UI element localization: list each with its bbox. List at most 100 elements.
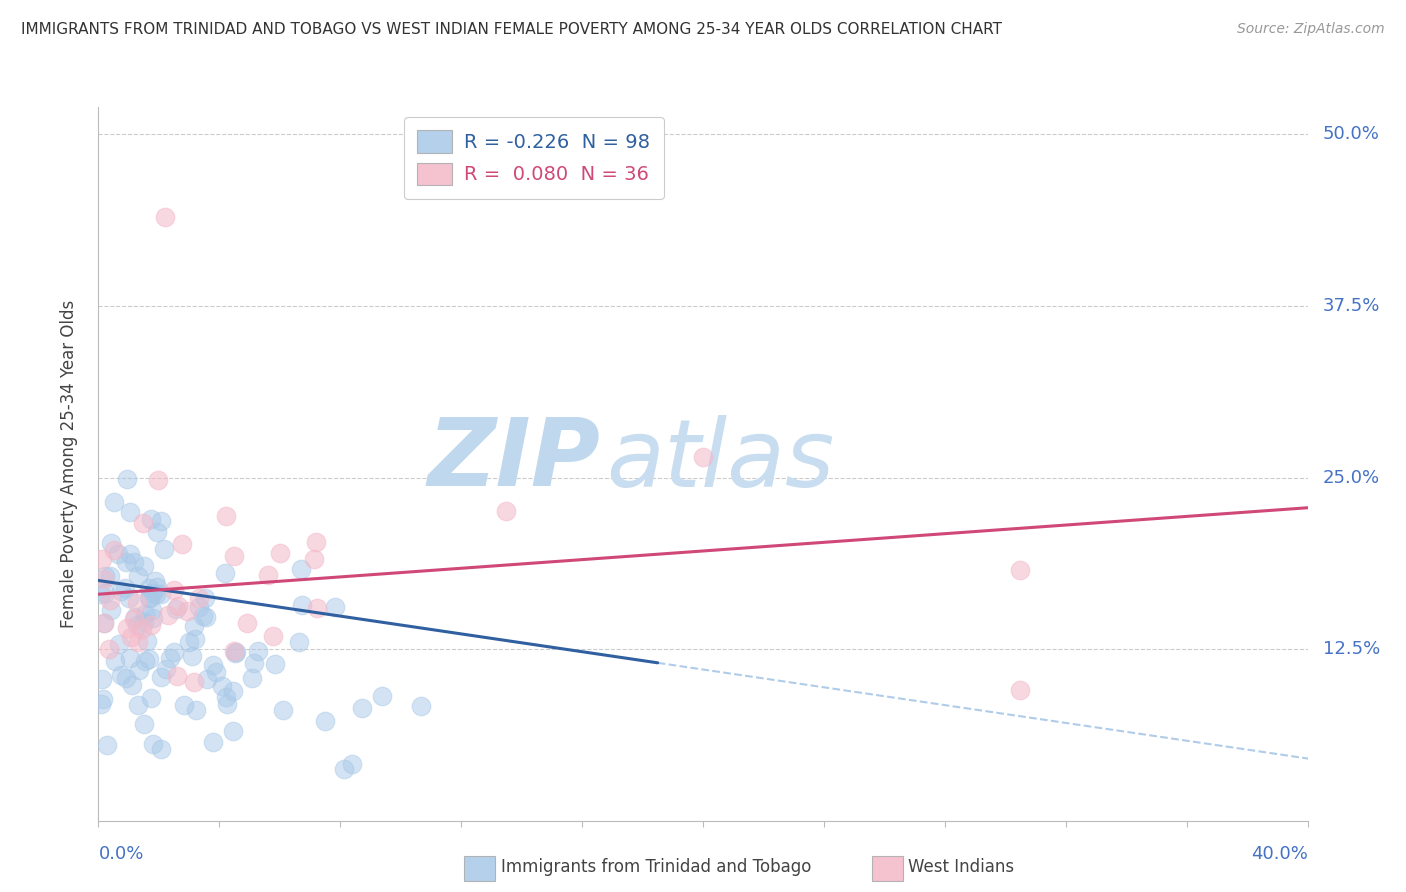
Point [90, 672, 112, 686]
Point [117, 621, 139, 635]
Point [149, 587, 172, 601]
Point [194, 591, 217, 605]
Point [125, 617, 148, 632]
Point [138, 591, 160, 605]
Point [94, 585, 117, 599]
Point [166, 669, 188, 683]
Point [314, 714, 336, 729]
Text: West Indians: West Indians [908, 858, 1014, 876]
Point [288, 635, 311, 649]
Point [98, 592, 121, 607]
Point [333, 762, 356, 776]
Point [138, 581, 160, 595]
Point [188, 600, 211, 615]
Point [262, 630, 284, 644]
Point [153, 541, 176, 556]
Point [118, 650, 141, 665]
Point [139, 690, 162, 705]
Point [100, 603, 122, 617]
Point [121, 630, 143, 644]
Point [124, 610, 146, 624]
Point [177, 635, 200, 649]
Point [222, 684, 245, 698]
Point [153, 210, 176, 224]
Point [183, 618, 205, 632]
Point [176, 603, 198, 617]
Text: Source: ZipAtlas.com: Source: ZipAtlas.com [1237, 22, 1385, 37]
Point [118, 548, 141, 562]
Point [224, 646, 246, 660]
Point [120, 506, 142, 520]
Point [215, 690, 238, 704]
Point [167, 599, 190, 613]
Point [114, 671, 136, 685]
Point [103, 494, 125, 508]
Text: 50.0%: 50.0% [1323, 126, 1379, 144]
Point [305, 601, 328, 615]
Point [202, 735, 225, 749]
Text: 0.0%: 0.0% [98, 846, 143, 863]
Point [121, 677, 143, 691]
Point [172, 537, 194, 551]
Point [271, 702, 294, 716]
Point [264, 657, 287, 671]
Point [173, 698, 195, 712]
Point [96, 738, 118, 752]
Point [215, 698, 238, 712]
Point [340, 757, 363, 772]
Point [127, 569, 149, 583]
Point [222, 644, 245, 658]
Point [247, 644, 270, 658]
Point [205, 665, 228, 680]
Point [107, 637, 129, 651]
Point [132, 615, 155, 629]
Point [191, 609, 214, 624]
Point [142, 611, 165, 625]
Point [163, 644, 186, 658]
Point [139, 591, 162, 605]
Point [132, 558, 155, 573]
Point [146, 525, 169, 540]
Point [127, 634, 149, 648]
Point [94, 569, 117, 583]
Point [114, 581, 136, 595]
Text: 25.0%: 25.0% [1323, 468, 1379, 486]
Point [201, 658, 224, 673]
Point [215, 508, 238, 523]
Point [98, 568, 121, 582]
Text: 40.0%: 40.0% [1251, 846, 1308, 863]
Point [142, 586, 165, 600]
Point [350, 701, 373, 715]
Point [127, 698, 149, 713]
Point [291, 599, 314, 613]
Point [136, 633, 159, 648]
Point [183, 632, 205, 646]
Point [305, 534, 328, 549]
Point [236, 616, 259, 631]
Point [124, 612, 146, 626]
Text: Immigrants from Trinidad and Tobago: Immigrants from Trinidad and Tobago [501, 858, 811, 876]
Point [225, 645, 247, 659]
Point [110, 584, 132, 599]
Point [134, 607, 156, 622]
Point [143, 574, 166, 588]
Point [243, 657, 266, 671]
Point [157, 608, 180, 623]
Point [93, 615, 115, 630]
Point [110, 668, 132, 682]
Point [145, 587, 167, 601]
Point [194, 610, 217, 624]
Text: IMMIGRANTS FROM TRINIDAD AND TOBAGO VS WEST INDIAN FEMALE POVERTY AMONG 25-34 YE: IMMIGRANTS FROM TRINIDAD AND TOBAGO VS W… [21, 22, 1002, 37]
Point [139, 512, 162, 526]
Point [692, 450, 714, 464]
Point [118, 591, 141, 605]
Point [146, 580, 169, 594]
Point [141, 738, 163, 752]
Point [1010, 683, 1032, 698]
Point [122, 556, 145, 570]
Text: 37.5%: 37.5% [1323, 297, 1381, 315]
Point [138, 652, 160, 666]
Point [134, 654, 156, 668]
Point [132, 716, 155, 731]
Point [150, 670, 173, 684]
